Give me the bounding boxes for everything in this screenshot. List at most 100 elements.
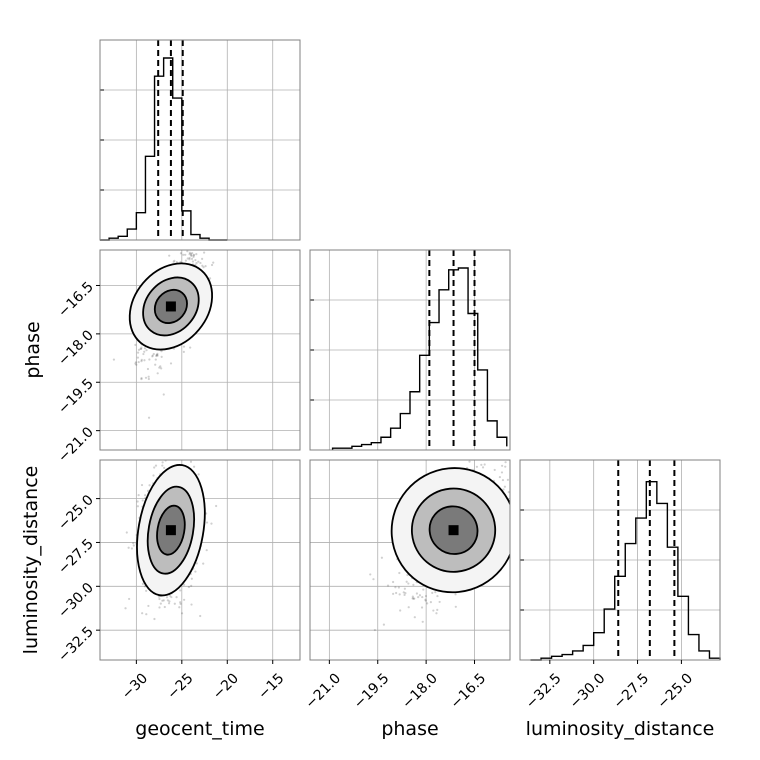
- point-phase_vs_geocent_time-375: [143, 350, 146, 353]
- point-luminosity_distance_vs_phase-100: [402, 591, 405, 594]
- point-luminosity_distance_vs_geocent_time-812: [127, 546, 130, 549]
- point-luminosity_distance_vs_geocent_time-779: [179, 589, 182, 592]
- phase_vs_geocent_time-frame: [99, 249, 301, 451]
- point-luminosity_distance_vs_phase-684: [501, 478, 505, 482]
- point-luminosity_distance_vs_phase-280: [407, 606, 410, 609]
- point-phase_vs_geocent_time-436: [151, 354, 154, 357]
- point-phase_vs_geocent_time-421: [140, 346, 143, 349]
- point-luminosity_distance_vs_geocent_time-740: [178, 606, 181, 609]
- point-phase_vs_geocent_time-116: [154, 358, 157, 361]
- point-luminosity_distance_vs_phase-423: [507, 491, 510, 494]
- point-luminosity_distance_vs_geocent_time-451: [202, 562, 205, 565]
- point-luminosity_distance_vs_phase-484: [405, 580, 408, 583]
- points-luminosity_distance_vs_phase: [369, 460, 510, 632]
- point-luminosity_distance_vs_geocent_time-112: [153, 466, 156, 469]
- point-luminosity_distance_vs_geocent_time-321: [197, 473, 200, 476]
- point-luminosity_distance_vs_geocent_time-620: [141, 582, 145, 585]
- point-luminosity_distance_vs_geocent_time-273: [141, 612, 144, 615]
- point-phase_vs_geocent_time-333: [140, 347, 143, 351]
- point-luminosity_distance_vs_geocent_time-91: [136, 500, 139, 503]
- point-luminosity_distance_vs_phase-685: [422, 588, 425, 591]
- point-luminosity_distance_vs_phase-892: [500, 464, 504, 467]
- point-luminosity_distance_vs_phase-230: [421, 595, 424, 599]
- point-luminosity_distance_vs_phase-674: [429, 601, 432, 604]
- histogram-luminosity_distance: [530, 480, 721, 661]
- hist-phase-frame: [309, 249, 511, 451]
- point-luminosity_distance_vs_phase-804: [415, 592, 419, 595]
- point-phase_vs_geocent_time-370: [188, 256, 191, 260]
- point-luminosity_distance_vs_geocent_time-343: [215, 504, 218, 508]
- point-luminosity_distance_vs_geocent_time-865: [194, 570, 197, 573]
- point-phase_vs_geocent_time-386: [168, 254, 171, 257]
- point-luminosity_distance_vs_geocent_time-367: [124, 607, 127, 610]
- point-luminosity_distance_vs_geocent_time-605: [128, 597, 131, 601]
- point-phase_vs_geocent_time-510: [169, 362, 173, 365]
- point-phase_vs_geocent_time-580: [172, 260, 175, 263]
- point-luminosity_distance_vs_geocent_time-704: [147, 604, 150, 608]
- point-phase_vs_geocent_time-535: [156, 354, 159, 357]
- point-phase_vs_geocent_time-349: [203, 251, 206, 254]
- point-luminosity_distance_vs_geocent_time-284: [189, 460, 193, 463]
- point-luminosity_distance_vs_phase-336: [398, 593, 401, 596]
- point-luminosity_distance_vs_phase-132: [436, 594, 439, 598]
- point-luminosity_distance_vs_phase-426: [406, 573, 409, 577]
- point-luminosity_distance_vs_geocent_time-362: [179, 601, 182, 604]
- point-luminosity_distance_vs_phase-691: [417, 595, 420, 599]
- point-luminosity_distance_vs_phase-191: [475, 465, 479, 468]
- point-phase_vs_geocent_time-634: [134, 362, 137, 365]
- point-phase_vs_geocent_time-633: [189, 252, 193, 255]
- point-phase_vs_geocent_time-437: [156, 372, 159, 375]
- point-phase_vs_geocent_time-872: [140, 360, 143, 363]
- point-luminosity_distance_vs_geocent_time-569: [199, 614, 202, 618]
- point-luminosity_distance_vs_phase-114: [431, 591, 434, 594]
- point-luminosity_distance_vs_phase-337: [413, 616, 416, 619]
- point-luminosity_distance_vs_phase-342: [382, 623, 385, 626]
- point-phase_vs_geocent_time-127: [190, 254, 193, 257]
- point-luminosity_distance_vs_phase-434: [420, 606, 424, 609]
- point-phase_vs_geocent_time-214: [143, 347, 147, 350]
- point-luminosity_distance_vs_geocent_time-786: [145, 589, 148, 592]
- histogram-geocent_time: [100, 57, 228, 241]
- point-luminosity_distance_vs_geocent_time-406: [168, 600, 171, 603]
- point-luminosity_distance_vs_phase-829: [380, 556, 384, 559]
- hist-geocent_time-frame: [99, 39, 301, 241]
- point-phase_vs_geocent_time-115: [202, 266, 205, 269]
- point-luminosity_distance_vs_phase-586: [434, 591, 437, 594]
- point-phase_vs_geocent_time-519: [140, 358, 143, 361]
- point-phase_vs_geocent_time-845: [182, 345, 186, 348]
- point-luminosity_distance_vs_phase-816: [395, 591, 398, 595]
- density-peak-luminosity_distance_vs_phase: [448, 525, 459, 536]
- point-phase_vs_geocent_time-811: [139, 347, 142, 350]
- point-luminosity_distance_vs_phase-835: [398, 571, 401, 575]
- point-luminosity_distance_vs_geocent_time-831: [190, 603, 193, 606]
- point-phase_vs_geocent_time-552: [199, 261, 202, 265]
- point-luminosity_distance_vs_geocent_time-586: [183, 598, 186, 601]
- point-luminosity_distance_vs_phase-12: [424, 599, 427, 602]
- point-phase_vs_geocent_time-373: [186, 257, 189, 260]
- point-luminosity_distance_vs_geocent_time-719: [193, 465, 196, 468]
- point-luminosity_distance_vs_phase-163: [392, 592, 395, 595]
- point-phase_vs_geocent_time-382: [182, 350, 185, 353]
- point-luminosity_distance_vs_phase-200: [432, 609, 435, 612]
- point-luminosity_distance_vs_phase-734: [424, 594, 428, 598]
- point-phase_vs_geocent_time-672: [142, 352, 145, 356]
- point-luminosity_distance_vs_phase-67: [498, 475, 501, 479]
- point-luminosity_distance_vs_geocent_time-802: [162, 599, 165, 602]
- point-luminosity_distance_vs_phase-310: [438, 600, 441, 604]
- point-luminosity_distance_vs_geocent_time-331: [165, 596, 169, 599]
- point-luminosity_distance_vs_geocent_time-84: [190, 584, 193, 587]
- point-phase_vs_geocent_time-449: [136, 356, 140, 359]
- point-luminosity_distance_vs_geocent_time-296: [173, 602, 176, 605]
- points-phase_vs_geocent_time: [112, 250, 215, 419]
- point-phase_vs_geocent_time-869: [201, 257, 204, 261]
- point-phase_vs_geocent_time-599: [212, 261, 215, 264]
- point-luminosity_distance_vs_phase-157: [411, 597, 414, 600]
- point-luminosity_distance_vs_geocent_time-351: [140, 483, 144, 487]
- point-luminosity_distance_vs_geocent_time-828: [179, 602, 182, 606]
- point-luminosity_distance_vs_geocent_time-403: [145, 613, 148, 616]
- point-phase_vs_geocent_time-864: [182, 253, 185, 256]
- hist-luminosity_distance-frame: [519, 459, 721, 661]
- ylabel-phase: phase: [22, 321, 44, 378]
- point-luminosity_distance_vs_phase-204: [411, 595, 414, 598]
